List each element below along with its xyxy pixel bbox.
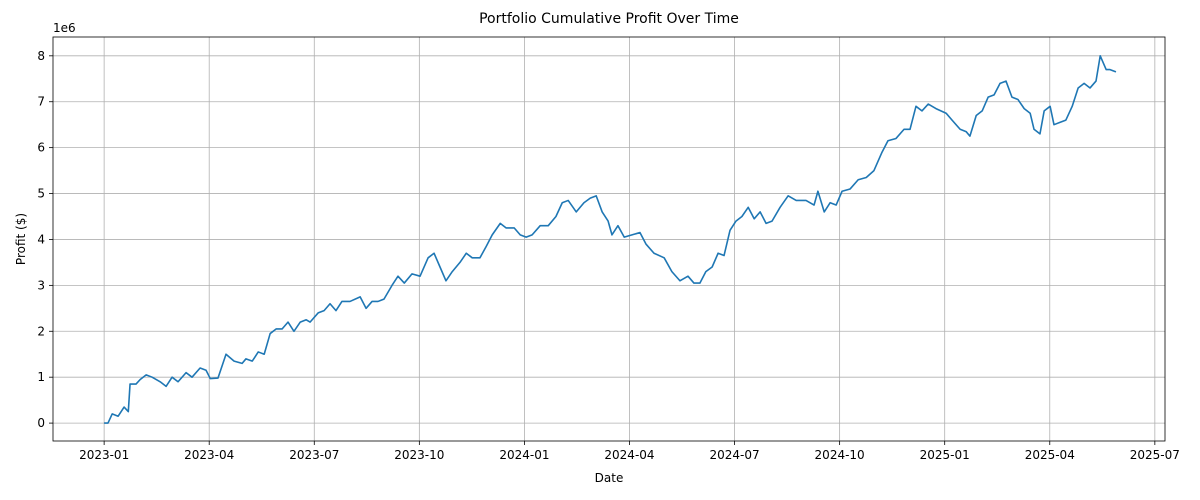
y-tick-label: 3 [37, 278, 45, 292]
y-offset-label: 1e6 [53, 21, 76, 35]
y-axis-label: Profit ($) [14, 213, 28, 265]
x-tick-label: 2025-01 [920, 448, 970, 462]
x-tick-label: 2025-07 [1130, 448, 1180, 462]
y-tick-label: 1 [37, 370, 45, 384]
x-tick-label: 2024-07 [709, 448, 759, 462]
chart-title: Portfolio Cumulative Profit Over Time [479, 11, 739, 27]
x-tick-label: 2024-10 [815, 448, 865, 462]
data-line [104, 55, 1117, 424]
y-tick-label: 5 [37, 187, 45, 201]
x-tick-label: 2024-01 [499, 448, 549, 462]
x-tick-label: 2023-07 [289, 448, 339, 462]
x-tick-label: 2023-04 [184, 448, 234, 462]
y-tick-label: 7 [37, 95, 45, 109]
x-tick-label: 2025-04 [1025, 448, 1075, 462]
x-tick-label: 2024-04 [604, 448, 654, 462]
x-axis-label: Date [595, 471, 624, 485]
y-tick-label: 4 [37, 232, 45, 246]
x-tick-label: 2023-01 [79, 448, 129, 462]
plot-frame [52, 36, 1166, 442]
y-tick-label: 2 [37, 324, 45, 338]
x-tick-label: 2023-10 [394, 448, 444, 462]
y-tick-label: 0 [37, 416, 45, 430]
y-tick-label: 6 [37, 141, 45, 155]
y-tick-label: 8 [37, 49, 45, 63]
